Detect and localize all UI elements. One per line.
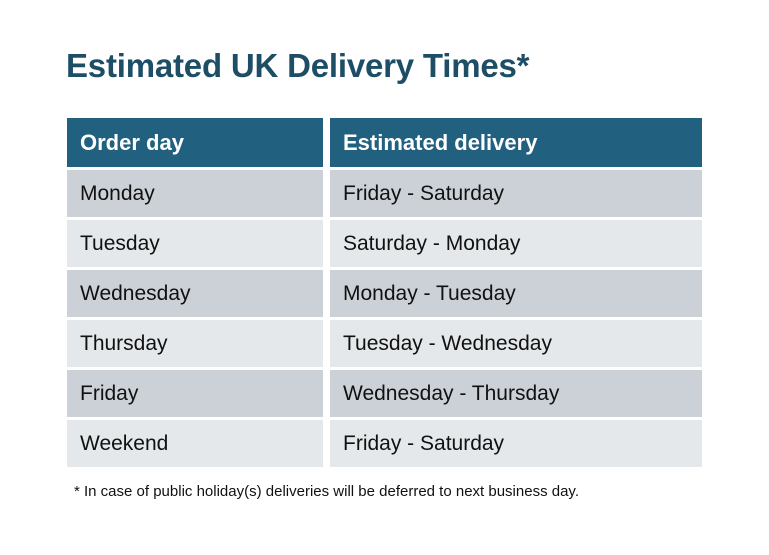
delivery-times-table: Order day Estimated delivery Monday Frid…: [67, 118, 702, 470]
table-row: Friday Wednesday - Thursday: [67, 370, 702, 417]
table-row: Monday Friday - Saturday: [67, 170, 702, 217]
cell-estimated-delivery: Tuesday - Wednesday: [330, 320, 702, 367]
cell-estimated-delivery: Friday - Saturday: [330, 170, 702, 217]
table-row: Thursday Tuesday - Wednesday: [67, 320, 702, 367]
cell-order-day: Monday: [67, 170, 323, 217]
table-row: Wednesday Monday - Tuesday: [67, 270, 702, 317]
page-title: Estimated UK Delivery Times*: [66, 47, 530, 84]
table-row: Weekend Friday - Saturday: [67, 420, 702, 467]
cell-order-day: Weekend: [67, 420, 323, 467]
cell-order-day: Tuesday: [67, 220, 323, 267]
cell-order-day: Wednesday: [67, 270, 323, 317]
table-header-row: Order day Estimated delivery: [67, 118, 702, 167]
cell-order-day: Thursday: [67, 320, 323, 367]
cell-estimated-delivery: Wednesday - Thursday: [330, 370, 702, 417]
cell-order-day: Friday: [67, 370, 323, 417]
column-header-order-day: Order day: [67, 118, 323, 167]
table-row: Tuesday Saturday - Monday: [67, 220, 702, 267]
column-header-estimated-delivery: Estimated delivery: [330, 118, 702, 167]
cell-estimated-delivery: Monday - Tuesday: [330, 270, 702, 317]
cell-estimated-delivery: Friday - Saturday: [330, 420, 702, 467]
footnote: * In case of public holiday(s) deliverie…: [74, 483, 579, 500]
cell-estimated-delivery: Saturday - Monday: [330, 220, 702, 267]
